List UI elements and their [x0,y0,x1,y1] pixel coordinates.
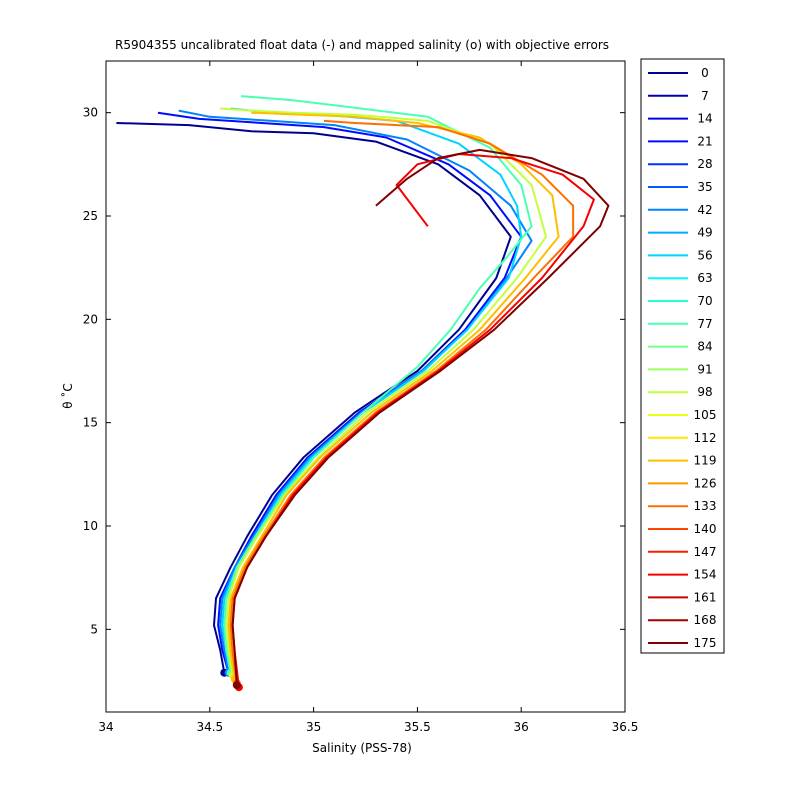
legend-label: 168 [694,613,717,627]
y-tick-label: 10 [83,519,98,533]
legend-label: 105 [694,408,717,422]
profile-line [220,107,548,675]
tick-layer: 34 34.5 35 35.5 36 36.5 5 10 15 20 25 30 [83,61,639,734]
legend-label: 98 [697,385,712,399]
mapped-point [232,681,241,690]
chart-title: R5904355 uncalibrated float data (-) and… [115,38,609,52]
profile-line [223,95,533,673]
legend-label: 126 [694,476,717,490]
legend-label: 161 [694,590,717,604]
legend-label: 77 [697,317,712,331]
legend-label: 7 [701,89,709,103]
x-tick-label: 36 [514,720,529,734]
legend-label: 112 [694,431,717,445]
legend-label: 140 [694,522,717,536]
profile-line [229,119,575,684]
y-tick-label: 20 [83,312,98,326]
profile-line [227,111,560,680]
x-tick-label: 34.5 [196,720,223,734]
legend-label: 154 [694,568,717,582]
legend-box [640,58,725,654]
legend-label: 35 [697,180,712,194]
x-tick-label: 34 [98,720,113,734]
legend-label: 28 [697,157,712,171]
legend-label: 63 [697,271,712,285]
legend-label: 49 [697,226,712,240]
x-tick-label: 36.5 [612,720,639,734]
legend-label: 84 [697,340,712,354]
profile-line [116,122,512,673]
legend-label: 0 [701,66,709,80]
legend-label: 119 [694,454,717,468]
y-axis-label: θ ˚C [60,383,75,409]
legend-label: 147 [694,545,717,559]
legend-label: 42 [697,203,712,217]
y-tick-label: 25 [83,209,98,223]
legend-label: 175 [694,636,717,650]
profile-line [231,148,610,686]
profile-line [231,153,595,688]
legend-label: 133 [694,499,717,513]
legend-label: 14 [697,112,712,126]
legend-label: 91 [697,362,712,376]
y-tick-label: 30 [83,106,98,120]
legend: 0 7 14 21 28 35 42 49 56 63 70 77 84 91 98 105 112 119 126… [640,58,725,654]
legend-label: 56 [697,248,712,262]
x-tick-label: 35.5 [404,720,431,734]
legend-label: 21 [697,134,712,148]
series-layer [116,95,610,692]
x-tick-label: 35 [306,720,321,734]
y-tick-label: 5 [90,622,98,636]
plot-frame [105,60,626,713]
x-axis-label: Salinity (PSS-78) [312,741,412,755]
profile-line [157,111,523,673]
y-tick-label: 15 [83,416,98,430]
legend-label: 70 [697,294,712,308]
